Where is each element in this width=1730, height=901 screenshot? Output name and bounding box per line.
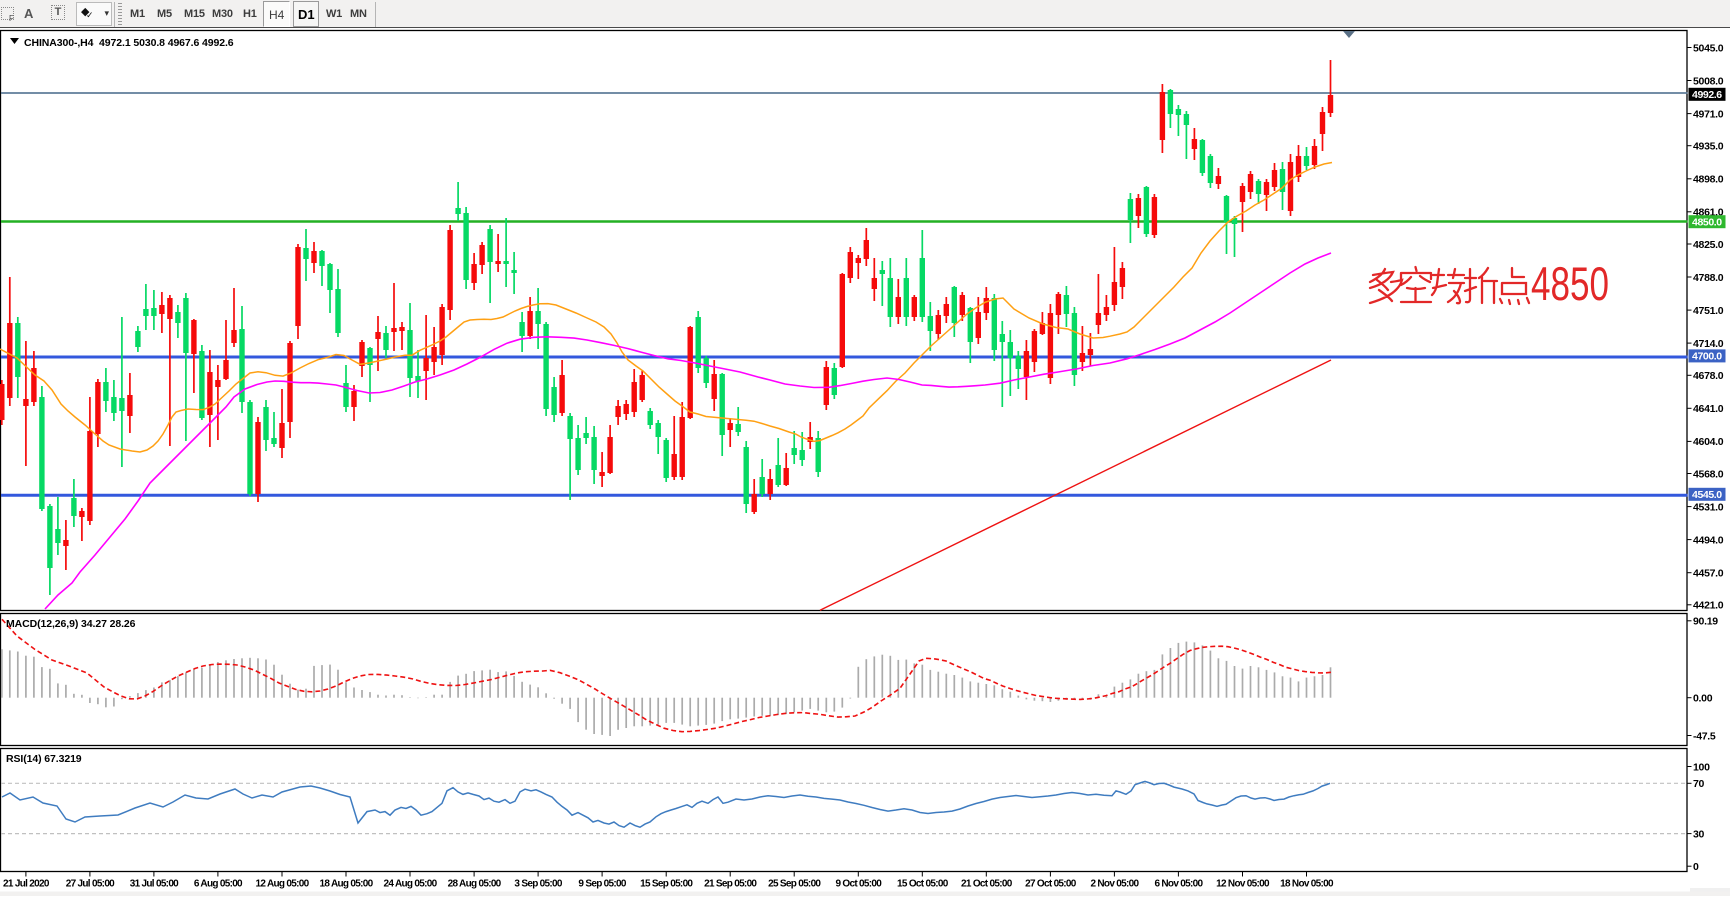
svg-text:4678.0: 4678.0 — [1693, 370, 1724, 382]
svg-text:27 Jul 05:00: 27 Jul 05:00 — [66, 879, 115, 890]
svg-text:90.19: 90.19 — [1693, 616, 1718, 628]
svg-text:MACD(12,26,9) 34.27 28.26: MACD(12,26,9) 34.27 28.26 — [6, 618, 136, 630]
svg-text:9 Sep 05:00: 9 Sep 05:00 — [578, 879, 626, 890]
svg-text:4850: 4850 — [1531, 257, 1609, 310]
svg-text:4825.0: 4825.0 — [1693, 239, 1724, 251]
svg-text:4531.0: 4531.0 — [1693, 501, 1724, 513]
svg-text:2 Nov 05:00: 2 Nov 05:00 — [1090, 879, 1139, 890]
svg-text:4700.0: 4700.0 — [1692, 351, 1722, 363]
svg-text:4457.0: 4457.0 — [1693, 568, 1724, 580]
svg-text:4604.0: 4604.0 — [1693, 436, 1724, 448]
svg-text:27 Oct 05:00: 27 Oct 05:00 — [1025, 879, 1077, 890]
svg-text:4971.0: 4971.0 — [1693, 108, 1724, 120]
svg-text:12 Aug 05:00: 12 Aug 05:00 — [256, 879, 310, 890]
svg-text:70: 70 — [1693, 778, 1705, 790]
svg-text:9 Oct 05:00: 9 Oct 05:00 — [835, 879, 882, 890]
svg-text:21 Oct 05:00: 21 Oct 05:00 — [961, 879, 1013, 890]
svg-text:4494.0: 4494.0 — [1693, 534, 1724, 546]
svg-text:25 Sep 05:00: 25 Sep 05:00 — [768, 879, 821, 890]
svg-text:4992.6: 4992.6 — [1692, 89, 1722, 101]
svg-text:5008.0: 5008.0 — [1693, 75, 1724, 87]
svg-text:21 Jul 2020: 21 Jul 2020 — [3, 879, 50, 890]
svg-text:4421.0: 4421.0 — [1693, 600, 1724, 612]
svg-text:15 Oct 05:00: 15 Oct 05:00 — [897, 879, 949, 890]
svg-text:4568.0: 4568.0 — [1693, 468, 1724, 480]
svg-text:6 Aug 05:00: 6 Aug 05:00 — [194, 879, 243, 890]
svg-text:12 Nov 05:00: 12 Nov 05:00 — [1216, 879, 1270, 890]
svg-text:-47.5: -47.5 — [1693, 730, 1716, 742]
svg-text:4714.0: 4714.0 — [1693, 338, 1724, 350]
svg-text:4850.0: 4850.0 — [1692, 217, 1722, 229]
svg-text:18 Nov 05:00: 18 Nov 05:00 — [1280, 879, 1334, 890]
svg-text:4898.0: 4898.0 — [1693, 174, 1724, 186]
svg-text:5045.0: 5045.0 — [1693, 42, 1724, 54]
svg-text:100: 100 — [1693, 761, 1710, 773]
svg-text:0: 0 — [1693, 861, 1699, 873]
svg-text:4545.0: 4545.0 — [1692, 489, 1722, 501]
svg-text:CHINA300-,H4 4972.1 5030.8 49: CHINA300-,H4 4972.1 5030.8 4967.6 4992.6 — [24, 37, 234, 49]
svg-text:4788.0: 4788.0 — [1693, 272, 1724, 284]
svg-text:4935.0: 4935.0 — [1693, 141, 1724, 153]
svg-text:15 Sep 05:00: 15 Sep 05:00 — [640, 879, 693, 890]
svg-text:6 Nov 05:00: 6 Nov 05:00 — [1154, 879, 1203, 890]
svg-text:31 Jul 05:00: 31 Jul 05:00 — [130, 879, 179, 890]
svg-text:28 Aug 05:00: 28 Aug 05:00 — [448, 879, 502, 890]
svg-text:21 Sep 05:00: 21 Sep 05:00 — [704, 879, 757, 890]
svg-text:3 Sep 05:00: 3 Sep 05:00 — [514, 879, 562, 890]
svg-text:18 Aug 05:00: 18 Aug 05:00 — [320, 879, 374, 890]
svg-text:0.00: 0.00 — [1693, 693, 1713, 705]
svg-text:30: 30 — [1693, 828, 1705, 840]
svg-text:4751.0: 4751.0 — [1693, 305, 1724, 317]
svg-text:24 Aug 05:00: 24 Aug 05:00 — [384, 879, 438, 890]
svg-text:4641.0: 4641.0 — [1693, 403, 1724, 415]
svg-text:RSI(14) 67.3219: RSI(14) 67.3219 — [6, 753, 82, 765]
